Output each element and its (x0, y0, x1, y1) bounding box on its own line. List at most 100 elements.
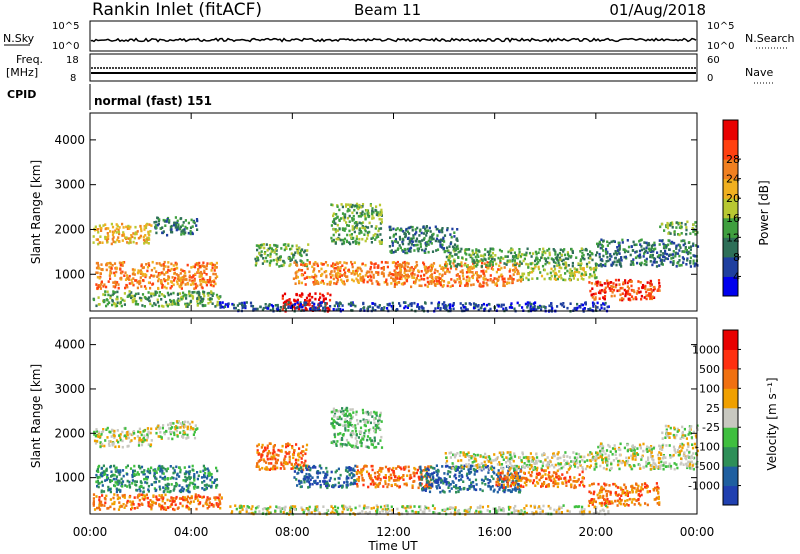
heatmap-cell (404, 234, 407, 238)
heatmap-cell (682, 250, 685, 253)
heatmap-cell (403, 269, 407, 272)
heatmap-cell (195, 428, 198, 431)
heatmap-cell (301, 304, 305, 307)
heatmap-cell (374, 302, 377, 306)
heatmap-cell (360, 468, 363, 471)
heatmap-cell (177, 274, 180, 277)
heatmap-cell (370, 439, 373, 442)
heatmap-cell (449, 285, 452, 288)
heatmap-cell (374, 423, 377, 427)
heatmap-cell (423, 469, 426, 472)
heatmap-cell (607, 305, 610, 308)
heatmap-cell (125, 236, 128, 239)
heatmap-cell (376, 425, 379, 428)
heatmap-cell (694, 228, 697, 232)
heatmap-cell (300, 451, 303, 455)
heatmap-cell (303, 271, 307, 274)
heatmap-cell (101, 471, 104, 475)
heatmap-cell (145, 223, 148, 227)
heatmap-cell (368, 230, 371, 234)
heatmap-cell (581, 251, 584, 255)
heatmap-cell (660, 239, 663, 243)
heatmap-cell (354, 239, 357, 243)
heatmap-cell (346, 224, 349, 227)
heatmap-cell (232, 303, 235, 307)
heatmap-cell (140, 297, 143, 300)
heatmap-cell (268, 303, 271, 306)
heatmap-cell (369, 482, 372, 486)
heatmap-cell (193, 436, 197, 440)
heatmap-cell (268, 244, 272, 247)
heatmap-cell (391, 468, 394, 472)
heatmap-cell (350, 301, 353, 305)
heatmap-cell (185, 278, 188, 281)
heatmap-cell (288, 264, 291, 268)
heatmap-cell (119, 263, 122, 267)
heatmap-cell (341, 304, 344, 307)
heatmap-cell (502, 307, 505, 311)
heatmap-cell (334, 263, 337, 266)
heatmap-cell (355, 433, 358, 437)
heatmap-cell (291, 445, 294, 448)
heatmap-cell (326, 473, 329, 476)
heatmap-cell (161, 465, 164, 468)
heatmap-cell (465, 307, 468, 311)
heatmap-cell (571, 271, 574, 275)
heatmap-cell (113, 502, 116, 506)
heatmap-cell (659, 225, 662, 229)
heatmap-cell (375, 236, 378, 239)
heatmap-cell (196, 297, 199, 300)
heatmap-cell (325, 466, 328, 470)
heatmap-cell (98, 481, 101, 485)
heatmap-cell (105, 263, 108, 266)
heatmap-cell (668, 248, 671, 251)
heatmap-cell (482, 276, 485, 280)
noise-tick-left-bottom: 10^0 (52, 41, 79, 52)
heatmap-cell (329, 305, 332, 308)
heatmap-cell (174, 276, 177, 280)
heatmap-cell (113, 431, 116, 435)
heatmap-cell (146, 433, 149, 436)
heatmap-cell (368, 221, 371, 225)
heatmap-cell (116, 429, 119, 432)
heatmap-cell (398, 302, 401, 305)
heatmap-cell (199, 301, 202, 305)
heatmap-cell (398, 228, 401, 232)
heatmap-cell (182, 479, 185, 482)
heatmap-cell (271, 305, 275, 308)
heatmap-cell (629, 278, 632, 282)
heatmap-cell (456, 262, 459, 266)
heatmap-cell (610, 287, 614, 291)
heatmap-cell (104, 237, 107, 240)
heatmap-cell (556, 258, 559, 261)
heatmap-cell (332, 228, 335, 231)
heatmap-cell (309, 466, 312, 470)
heatmap-cell (146, 298, 149, 301)
heatmap-cell (138, 296, 142, 300)
heatmap-cell (369, 413, 372, 416)
heatmap-cell (163, 295, 166, 298)
heatmap-cell (178, 279, 181, 282)
heatmap-cell (293, 449, 296, 452)
heatmap-cell (508, 281, 511, 285)
heatmap-cell (165, 303, 168, 307)
heatmap-cell (534, 259, 537, 263)
heatmap-cell (488, 264, 491, 267)
heatmap-cell (591, 258, 594, 262)
heatmap-cell (169, 292, 173, 296)
heatmap-cell (202, 464, 205, 468)
heatmap-cell (148, 264, 151, 267)
heatmap-cell (161, 271, 164, 275)
heatmap-cell (339, 473, 342, 477)
heatmap-cell (102, 428, 105, 431)
heatmap-cell (316, 482, 319, 485)
heatmap-cell (367, 305, 370, 309)
heatmap-cell (557, 261, 560, 265)
heatmap-cell (427, 266, 430, 269)
heatmap-cell (680, 221, 683, 225)
heatmap-cell (160, 279, 163, 283)
heatmap-cell (166, 487, 169, 490)
heatmap-cell (616, 246, 619, 249)
heatmap-cell (169, 477, 172, 480)
heatmap-cell (526, 304, 529, 307)
